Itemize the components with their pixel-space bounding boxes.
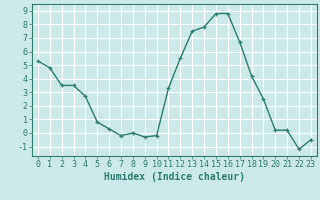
X-axis label: Humidex (Indice chaleur): Humidex (Indice chaleur) — [104, 172, 245, 182]
